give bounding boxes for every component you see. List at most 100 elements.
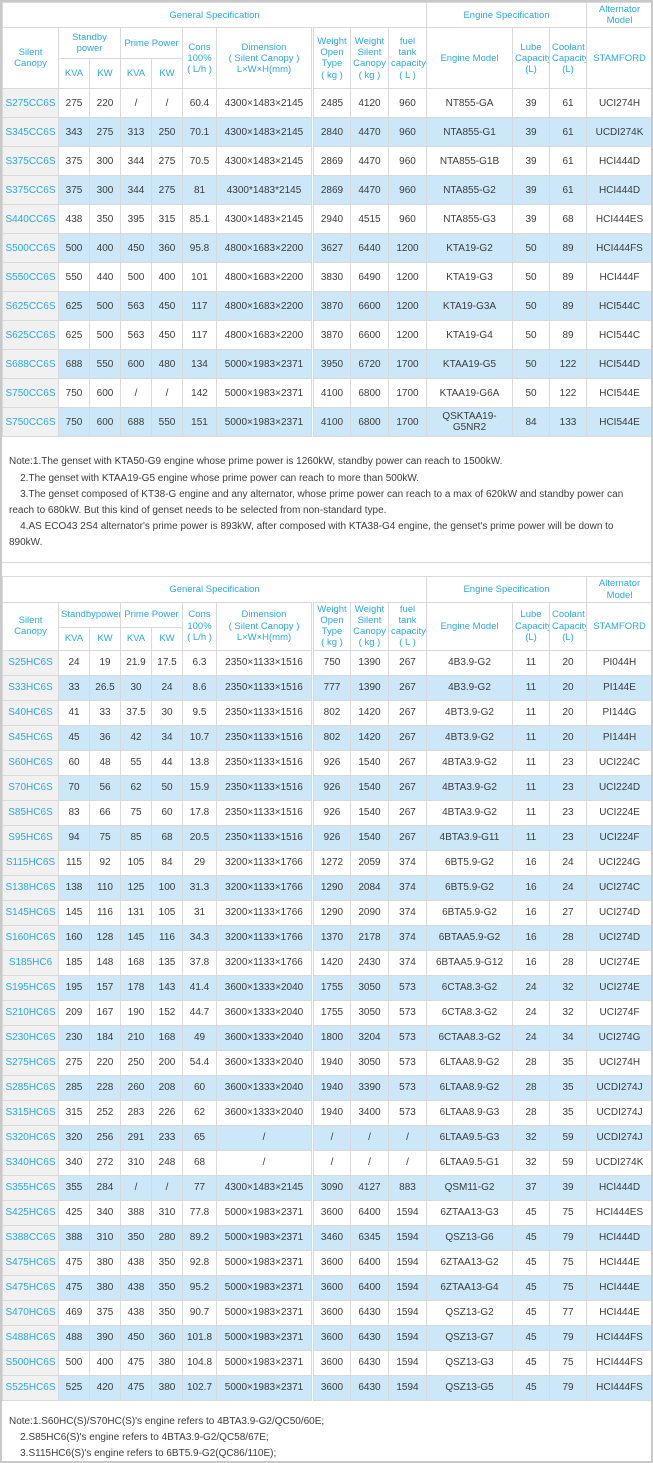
spec-cell: 48: [89, 749, 121, 776]
model-name-link[interactable]: S355HC6S: [2, 1174, 59, 1201]
model-name-link[interactable]: S45HC6S: [2, 724, 59, 751]
model-name-link[interactable]: S375CC6S: [2, 146, 59, 177]
spec-cell: /: [120, 1174, 152, 1201]
spec-cell: KTA19-G3A: [426, 291, 513, 322]
table-row: S470HC6S 469 375 438 350 90.7 5000×1983×2371 36…: [2, 1299, 651, 1326]
model-name-link[interactable]: S60HC6S: [2, 749, 59, 776]
model-name-link[interactable]: S315HC6S: [2, 1099, 59, 1126]
spec-cell: 28: [548, 924, 588, 951]
model-name-link[interactable]: S488HC6S: [2, 1324, 59, 1351]
model-name-link[interactable]: S750CC6S: [2, 407, 59, 438]
spec-cell: UCDI274K: [586, 1149, 651, 1176]
model-name-link[interactable]: S210HC6S: [2, 999, 59, 1026]
model-name-link[interactable]: S25HC6S: [2, 649, 59, 676]
model-name-link[interactable]: S475HC6S: [2, 1274, 59, 1301]
spec-cell: 59: [548, 1149, 588, 1176]
model-name-link[interactable]: S425HC6S: [2, 1199, 59, 1226]
table-row: S375CC6S 375 300 344 275 70.5 4300×1483×2145 28…: [2, 146, 651, 177]
cc-series-table-body: S275CC6S 275 220//60.4 4300×1483×2145 2485 41…: [2, 88, 651, 438]
model-name-link[interactable]: S470HC6S: [2, 1299, 59, 1326]
model-name-link[interactable]: S70HC6S: [2, 774, 59, 801]
model-name-link[interactable]: S195HC6S: [2, 974, 59, 1001]
model-name-link[interactable]: S500HC6S: [2, 1349, 59, 1376]
spec-cell: KTA19-G4: [426, 320, 513, 351]
spec-cell: 45: [58, 724, 90, 751]
spec-cell: 1420: [311, 949, 351, 976]
spec-cell: 9.5: [182, 699, 217, 726]
spec-cell: 45: [512, 1274, 550, 1301]
spec-cell: 37: [512, 1174, 550, 1201]
model-name-link[interactable]: S115HC6S: [2, 849, 59, 876]
spec-cell: 45: [512, 1349, 550, 1376]
model-name-link[interactable]: S525HC6S: [2, 1374, 59, 1401]
spec-cell: 500: [89, 291, 121, 322]
model-name-link[interactable]: S138HC6S: [2, 874, 59, 901]
spec-cell: 283: [120, 1099, 152, 1126]
table-row: S275CC6S 275 220//60.4 4300×1483×2145 2485 41…: [2, 88, 651, 119]
model-name-link[interactable]: S688CC6S: [2, 349, 59, 380]
spec-cell: 6345: [350, 1224, 389, 1251]
spec-cell: HCI544C: [586, 320, 651, 351]
model-name-link[interactable]: S340HC6S: [2, 1149, 59, 1176]
spec-cell: 6BTAA5.9-G2: [426, 924, 513, 951]
spec-cell: 310: [151, 1199, 183, 1226]
spec-cell: 128: [89, 924, 121, 951]
spec-cell: 1594: [388, 1199, 427, 1226]
spec-cell: 750: [58, 378, 90, 409]
spec-cell: HCI444E: [586, 1274, 651, 1301]
model-name-link[interactable]: S275CC6S: [2, 88, 59, 119]
spec-cell: QSZ13-G6: [426, 1224, 513, 1251]
spec-cell: 3600×1333×2040: [216, 1049, 313, 1076]
model-name-link[interactable]: S625CC6S: [2, 320, 59, 351]
model-name-link[interactable]: S230HC6S: [2, 1024, 59, 1051]
model-name-link[interactable]: S95HC6S: [2, 824, 59, 851]
spec-cell: 4800×1683×2200: [216, 291, 313, 322]
spec-cell: 5000×1983×2371: [216, 1299, 313, 1326]
spec-cell: 248: [151, 1149, 183, 1176]
model-name-link[interactable]: S345CC6S: [2, 117, 59, 148]
spec-cell: HCI444D: [586, 1174, 651, 1201]
prime-kva-unit: KVA: [120, 626, 152, 651]
spec-cell: UCI224E: [586, 799, 651, 826]
spec-cell: 600: [89, 378, 121, 409]
table-row: S440CC6S 438 350 395 315 85.1 4300×1483×2145 29…: [2, 204, 651, 235]
table-row: S355HC6S 355 284//77 4300×1483×2145 3090 4127…: [2, 1174, 651, 1201]
model-name-link[interactable]: S388CC6S: [2, 1224, 59, 1251]
spec-cell: 4300×1483×2145: [216, 1174, 313, 1201]
spec-cell: HCI444FS: [586, 1374, 651, 1401]
model-name-link[interactable]: S33HC6S: [2, 674, 59, 701]
model-name-link[interactable]: S750CC6S: [2, 378, 59, 409]
model-name-link[interactable]: S375CC6S: [2, 175, 59, 206]
spec-cell: 6CTA8.3-G2: [426, 999, 513, 1026]
model-name-link[interactable]: S320HC6S: [2, 1124, 59, 1151]
model-name-link[interactable]: S500CC6S: [2, 233, 59, 264]
spec-cell: 39: [512, 204, 550, 235]
spec-cell: 1200: [388, 233, 427, 264]
engine-spec-group-header: Engine Specification: [425, 2, 588, 29]
table-row: S625CC6S 625 500 563 450 117 4800×1683×2200 387…: [2, 320, 651, 351]
model-name-link[interactable]: S145HC6S: [2, 899, 59, 926]
model-name-link[interactable]: S550CC6S: [2, 262, 59, 293]
model-name-link[interactable]: S40HC6S: [2, 699, 59, 726]
spec-cell: UCDI274J: [586, 1124, 651, 1151]
model-name-link[interactable]: S85HC6S: [2, 799, 59, 826]
spec-cell: UCI224G: [586, 849, 651, 876]
spec-cell: 105: [151, 899, 183, 926]
model-name-link[interactable]: S275HC6S: [2, 1049, 59, 1076]
spec-cell: 20: [548, 649, 588, 676]
spec-table-cc-series: General Specification Engine Specificati…: [2, 2, 651, 438]
spec-cell: 79: [548, 1224, 588, 1251]
model-name-link[interactable]: S185HC6: [2, 949, 59, 976]
spec-cell: 3950: [311, 349, 351, 380]
engine-model-header: Engine Model: [426, 27, 513, 90]
spec-cell: 267: [388, 674, 427, 701]
model-name-link[interactable]: S625CC6S: [2, 291, 59, 322]
spec-cell: 450: [120, 233, 152, 264]
table-row: S500CC6S 500 400 450 360 95.8 4800×1683×2200 36…: [2, 233, 651, 264]
spec-cell: 1594: [388, 1299, 427, 1326]
model-name-link[interactable]: S160HC6S: [2, 924, 59, 951]
model-name-link[interactable]: S440CC6S: [2, 204, 59, 235]
model-name-link[interactable]: S475HC6S: [2, 1249, 59, 1276]
table-row: S525HC6S 525 420 475 380 102.7 5000×1983×2371 3…: [2, 1374, 651, 1401]
model-name-link[interactable]: S285HC6S: [2, 1074, 59, 1101]
